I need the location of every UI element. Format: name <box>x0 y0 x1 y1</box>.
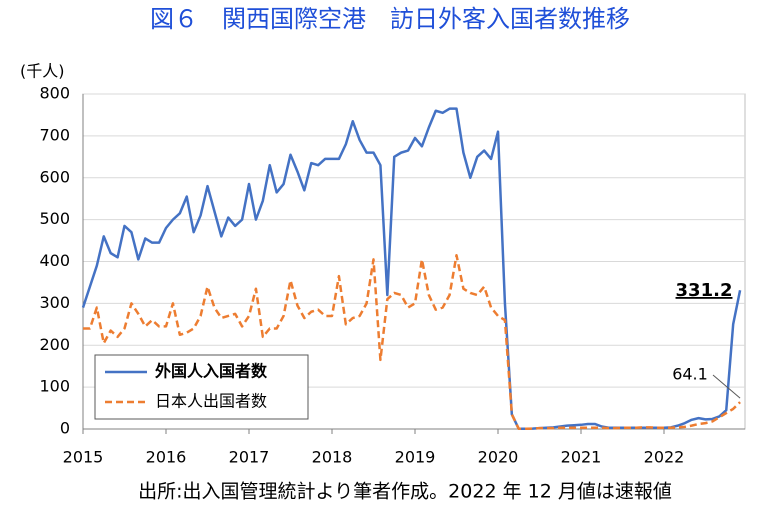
y-tick-label: 100 <box>39 377 70 396</box>
y-tick-label: 0 <box>60 419 70 438</box>
series-line <box>83 253 741 431</box>
y-tick-label: 700 <box>39 125 70 144</box>
y-tick-label: 300 <box>39 293 70 312</box>
y-tick-label: 800 <box>39 84 70 103</box>
x-tick-label: 2016 <box>146 448 187 467</box>
legend-label: 外国人入国者数 <box>154 362 268 381</box>
legend-box <box>94 354 309 420</box>
y-tick-label: 400 <box>39 251 70 270</box>
y-tick-label: 500 <box>39 209 70 228</box>
x-tick-label: 2022 <box>644 448 685 467</box>
x-tick-label: 2020 <box>478 448 519 467</box>
y-tick-label: 200 <box>39 335 70 354</box>
data-label: 331.2 <box>676 280 733 301</box>
chart-title: 図６ 関西国際空港 訪日外客入国者数推移 <box>150 5 630 33</box>
leader-line <box>712 374 741 399</box>
legend-label: 日本人出国者数 <box>155 392 267 411</box>
data-label: 64.1 <box>672 365 708 384</box>
y-axis-label: (千人) <box>20 62 65 81</box>
x-tick-label: 2015 <box>63 448 104 467</box>
x-tick-label: 2018 <box>312 448 353 467</box>
x-tick-label: 2021 <box>561 448 602 467</box>
source-note: 出所:出入国管理統計より筆者作成。2022 年 12 月値は速報値 <box>138 481 672 503</box>
x-tick-label: 2019 <box>395 448 436 467</box>
x-tick-label: 2017 <box>229 448 270 467</box>
y-tick-label: 600 <box>39 167 70 186</box>
